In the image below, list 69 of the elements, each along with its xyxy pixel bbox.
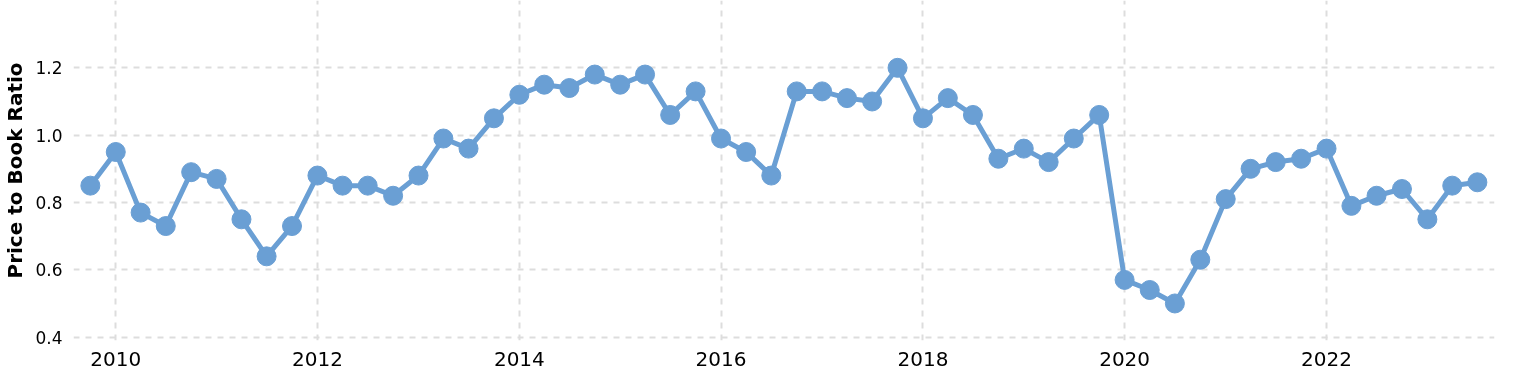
point <box>1467 172 1488 193</box>
point <box>1089 104 1110 125</box>
y-tick-label: 1.2 <box>35 58 63 79</box>
point <box>1139 280 1160 300</box>
point <box>736 142 757 162</box>
y-tick-label: 0.4 <box>35 327 63 348</box>
point <box>610 74 631 95</box>
point <box>988 148 1009 169</box>
point <box>836 88 857 109</box>
point <box>1265 152 1286 173</box>
point <box>282 216 303 237</box>
x-tick-label: 2020 <box>1099 346 1151 368</box>
y-tick-label: 0.8 <box>35 192 63 213</box>
point <box>862 91 883 112</box>
point <box>509 84 530 105</box>
point <box>155 216 176 237</box>
point <box>1190 249 1211 270</box>
point <box>256 246 277 267</box>
point <box>1063 128 1084 149</box>
x-tick-label: 2010 <box>90 346 142 368</box>
point <box>660 104 681 125</box>
point <box>483 108 504 129</box>
point <box>80 175 101 196</box>
point <box>130 202 151 223</box>
point <box>458 138 479 159</box>
y-tick-label: 1.0 <box>35 125 63 146</box>
point <box>1291 148 1312 169</box>
point <box>332 175 353 196</box>
point <box>1316 138 1337 159</box>
x-tick-label: 2012 <box>291 346 343 368</box>
point <box>206 168 227 189</box>
point <box>1240 158 1261 179</box>
point <box>812 81 833 102</box>
point <box>408 165 429 186</box>
point <box>761 165 782 186</box>
point <box>231 209 252 230</box>
point <box>786 81 807 102</box>
x-tick-label: 2022 <box>1301 346 1352 368</box>
point <box>1391 179 1412 199</box>
point <box>534 74 555 95</box>
point <box>635 64 656 85</box>
point <box>357 175 378 196</box>
point <box>584 64 605 85</box>
point <box>1164 293 1185 314</box>
point <box>937 88 958 109</box>
y-tick-label: 0.6 <box>35 260 63 281</box>
y-axis-title: Price to Book Ratio <box>3 62 28 279</box>
x-tick-label: 2014 <box>493 346 545 368</box>
point <box>307 165 328 186</box>
point <box>383 185 404 206</box>
x-tick-label: 2018 <box>897 346 949 368</box>
point <box>105 142 126 162</box>
point <box>962 104 983 125</box>
point <box>433 128 454 149</box>
point <box>559 78 580 99</box>
point <box>1417 209 1438 230</box>
point <box>1442 175 1463 196</box>
point <box>685 81 706 102</box>
point <box>1366 185 1387 206</box>
point <box>1341 195 1362 216</box>
x-tick-label: 2016 <box>695 346 747 368</box>
point <box>887 57 908 78</box>
point <box>181 162 202 183</box>
point <box>1114 269 1135 290</box>
point <box>1215 189 1236 210</box>
point <box>1013 138 1034 159</box>
point <box>1038 152 1059 173</box>
point <box>711 128 732 149</box>
point <box>912 108 933 129</box>
